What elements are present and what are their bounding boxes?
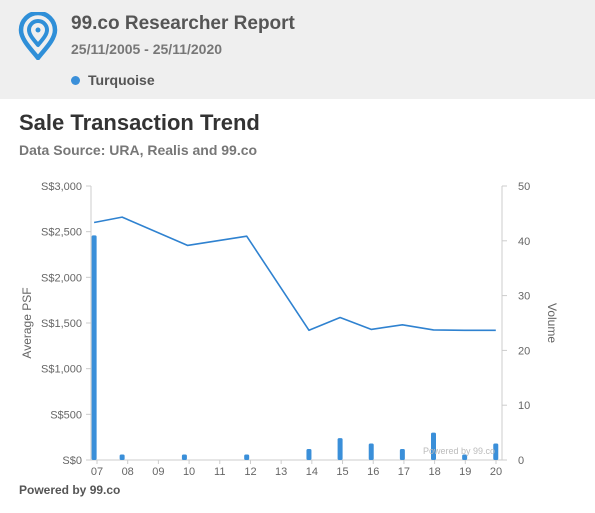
x-tick-label: 14	[306, 466, 318, 478]
y-left-tick-label: S$500	[50, 409, 82, 421]
y-left-tick-label: S$2,500	[41, 227, 82, 239]
y-left-tick-label: S$1,000	[41, 364, 82, 376]
footer-credit: Powered by 99.co	[19, 483, 121, 497]
volume-bar	[462, 454, 468, 460]
x-tick-label: 20	[490, 466, 502, 478]
x-tick-label: 15	[336, 466, 348, 478]
volume-bar	[119, 454, 125, 460]
volume-bars	[91, 235, 499, 460]
watermark: Powered by 99.co	[423, 446, 495, 456]
date-range: 25/11/2005 - 25/11/2020	[71, 41, 223, 57]
y-left-axis-title: Average PSF	[20, 287, 34, 358]
data-source: Data Source: URA, Realis and 99.co	[19, 142, 258, 158]
y-right-tick-label: 0	[518, 455, 524, 467]
volume-bar	[399, 449, 405, 460]
volume-bar	[244, 454, 250, 460]
y-right-tick-label: 30	[518, 291, 530, 303]
axes: S$0 S$500 S$1,000 S$1,500 S$2,000 S$2,500 S$3,…	[20, 181, 559, 478]
legend-dot-icon	[71, 75, 80, 85]
x-tick-label: 12	[244, 466, 256, 478]
x-tick-label: 19	[459, 466, 471, 478]
psf-line	[93, 216, 496, 332]
x-tick-label: 09	[152, 466, 164, 478]
x-tick-label: 07	[91, 466, 103, 478]
chart-title: Sale Transaction Trend	[19, 110, 260, 135]
x-tick-label: 11	[214, 466, 225, 478]
y-right-axis-title: Volume	[545, 303, 559, 343]
volume-bar	[91, 235, 97, 460]
volume-bar	[431, 432, 436, 460]
volume-bar	[368, 443, 374, 460]
legend-label: Turquoise	[88, 72, 155, 88]
psf-line-path	[93, 216, 496, 332]
volume-bar	[337, 438, 343, 460]
map-pin-icon	[18, 12, 58, 60]
report-title: 99.co Researcher Report	[71, 13, 295, 34]
legend[interactable]: Turquoise	[71, 72, 155, 88]
volume-bar	[493, 443, 499, 460]
y-left-tick-label: S$1,500	[41, 318, 82, 330]
y-left-tick-label: S$0	[62, 455, 82, 467]
x-tick-label: 13	[275, 466, 287, 478]
x-tick-label: 10	[183, 466, 195, 478]
y-right-tick-label: 50	[518, 181, 530, 193]
y-right-tick-label: 10	[518, 400, 530, 412]
x-tick-label: 18	[428, 466, 440, 478]
y-left-tick-label: S$2,000	[41, 272, 82, 284]
report-header: 99.co Researcher Report 25/11/2005 - 25/…	[0, 0, 595, 99]
y-right-tick-label: 40	[518, 236, 530, 248]
volume-bar	[306, 449, 312, 460]
volume-bar	[181, 454, 187, 460]
y-left-tick-label: S$3,000	[41, 181, 82, 193]
x-tick-label: 17	[398, 466, 410, 478]
y-right-tick-label: 20	[518, 345, 530, 357]
x-tick-label: 16	[367, 466, 379, 478]
x-tick-label: 08	[122, 466, 134, 478]
